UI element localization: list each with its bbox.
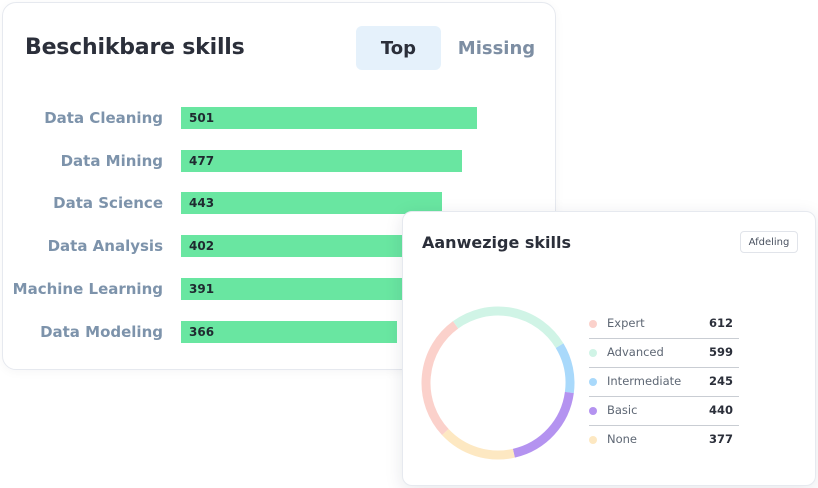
bar-value-label: 477 (189, 154, 215, 168)
legend-row-expert: Expert 612 (589, 311, 739, 339)
bar-label-data-analysis: Data Analysis (47, 237, 163, 255)
bar-label-data-cleaning: Data Cleaning (44, 109, 163, 127)
bar-label-data-modeling: Data Modeling (40, 323, 163, 341)
donut-slice-none[interactable] (442, 428, 515, 460)
legend-label: Intermediate (607, 374, 682, 388)
available-skills-card: Beschikbare skills Top Missing Data Clea… (2, 2, 556, 370)
donut-slice-basic[interactable] (512, 391, 574, 458)
legend-dot-icon (589, 378, 597, 386)
donut-slice-expert[interactable] (421, 321, 459, 436)
skill-level-donut-chart (421, 306, 575, 460)
present-skills-card: Aanwezige skills Afdeling Expert 612 Advan… (402, 211, 816, 486)
legend-row-none: None 377 (589, 427, 739, 455)
legend-label: Advanced (607, 345, 664, 359)
legend-dot-icon (589, 320, 597, 328)
bar-data-cleaning[interactable] (181, 107, 477, 129)
legend-row-intermediate: Intermediate 245 (589, 369, 739, 397)
bar-data-science[interactable] (181, 192, 443, 214)
tab-top[interactable]: Top (356, 26, 441, 70)
bar-value-label: 501 (189, 111, 215, 125)
bar-label-machine-learning: Machine Learning (12, 280, 163, 298)
present-skills-title: Aanwezige skills (422, 233, 572, 252)
legend-label: Expert (607, 316, 645, 330)
bar-data-modeling[interactable] (181, 321, 397, 343)
legend-value: 377 (709, 432, 734, 446)
bar-label-data-mining: Data Mining (60, 152, 163, 170)
legend-dot-icon (589, 436, 597, 444)
bar-label-data-science: Data Science (53, 194, 163, 212)
legend-value: 612 (709, 316, 734, 330)
bar-value-label: 402 (189, 239, 215, 253)
legend-label: None (607, 432, 638, 446)
legend-dot-icon (589, 349, 597, 357)
legend-value: 245 (709, 374, 734, 388)
legend-value: 599 (709, 345, 734, 359)
department-filter-button[interactable]: Afdeling (740, 231, 798, 253)
legend-row-basic: Basic 440 (589, 398, 739, 426)
legend-label: Basic (607, 403, 638, 417)
bar-value-label: 443 (189, 196, 215, 210)
donut-slice-advanced[interactable] (452, 306, 564, 349)
donut-slice-intermediate[interactable] (555, 343, 575, 394)
bar-machine-learning[interactable] (181, 278, 412, 300)
bar-data-analysis[interactable] (181, 235, 419, 257)
available-skills-title: Beschikbare skills (25, 35, 245, 60)
tab-missing[interactable]: Missing (457, 37, 536, 59)
legend-dot-icon (589, 407, 597, 415)
bar-value-label: 366 (189, 325, 215, 339)
bar-data-mining[interactable] (181, 150, 463, 172)
legend-value: 440 (709, 403, 734, 417)
bar-value-label: 391 (189, 282, 215, 296)
legend-row-advanced: Advanced 599 (589, 340, 739, 368)
